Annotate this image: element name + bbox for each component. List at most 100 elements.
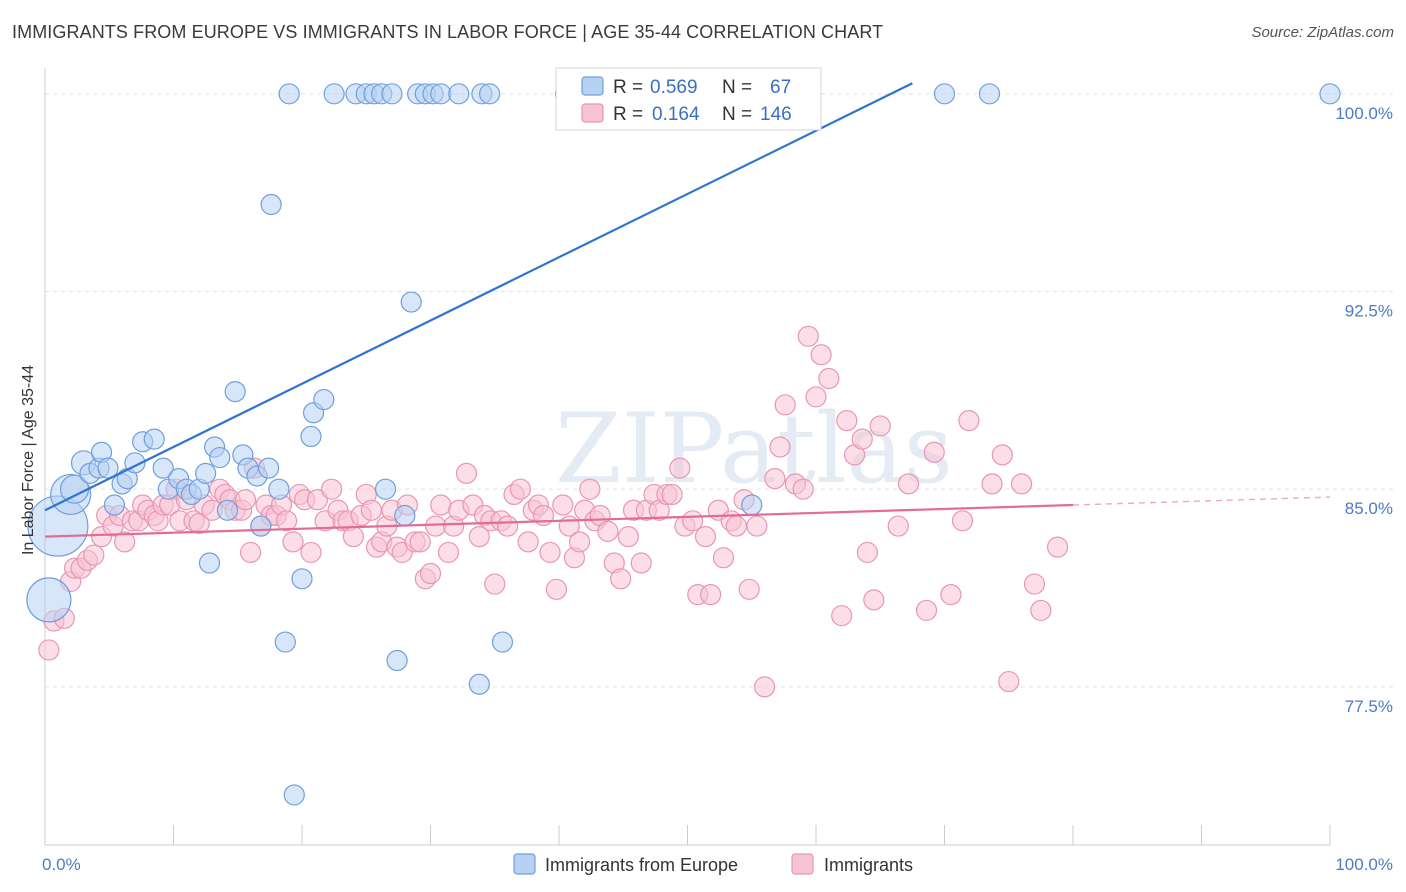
- immigrants-point-99: [617, 526, 639, 548]
- legend-r-label-europe: R =: [613, 77, 643, 98]
- europe-point-46: [278, 83, 300, 105]
- europe-point-25: [216, 499, 239, 521]
- europe-point-14: [143, 428, 165, 450]
- legend-swatch-immigrants: [581, 103, 604, 123]
- series-europe-points: [26, 83, 1341, 806]
- immigrants-point-87: [545, 578, 568, 600]
- immigrants-point-81: [509, 478, 532, 500]
- immigrants-point-123: [774, 394, 796, 416]
- immigrants-point-135: [863, 589, 885, 611]
- x-tick-label-max: 100.0%: [1335, 855, 1393, 874]
- immigrants-point-137: [887, 515, 909, 537]
- source-label: Source: ZipAtlas.com: [1251, 24, 1394, 41]
- europe-point-63: [933, 83, 956, 105]
- immigrants-point-116: [725, 515, 747, 537]
- immigrants-point-86: [539, 541, 561, 564]
- europe-point-33: [268, 478, 290, 500]
- bottom-legend-swatch-europe: [513, 853, 536, 875]
- legend-r-value-immigrants: 0.164: [652, 104, 700, 125]
- immigrants-point-143: [958, 410, 980, 432]
- y-tick-label-1: 85.0%: [1345, 499, 1393, 518]
- europe-point-1: [26, 577, 72, 623]
- immigrants-point-134: [856, 541, 879, 564]
- immigrants-point-114: [712, 547, 735, 569]
- immigrants-point-33: [234, 489, 257, 511]
- immigrants-point-48: [320, 478, 343, 500]
- immigrants-point-34: [240, 541, 262, 564]
- immigrants-point-147: [1010, 473, 1033, 495]
- europe-point-40: [374, 478, 397, 500]
- europe-point-35: [283, 784, 305, 806]
- immigrants-point-122: [769, 436, 791, 458]
- trend-line-europe: [44, 82, 913, 512]
- immigrants-point-96: [597, 520, 619, 542]
- europe-point-34: [274, 631, 296, 653]
- europe-point-57: [448, 83, 470, 105]
- immigrants-point-12: [114, 531, 136, 553]
- immigrants-point-67: [425, 515, 447, 537]
- europe-point-66: [741, 494, 763, 516]
- bottom-legend-swatch-immigrants: [791, 853, 814, 875]
- europe-point-42: [394, 504, 416, 527]
- europe-point-21: [195, 462, 217, 484]
- legend-swatch-europe: [581, 76, 604, 96]
- europe-point-52: [381, 83, 403, 105]
- trend-line-immigrants: [44, 503, 1074, 538]
- immigrants-point-55: [360, 499, 382, 521]
- immigrants-point-0: [38, 639, 60, 661]
- immigrants-point-133: [851, 428, 873, 450]
- y-tick-labels: 77.5% 85.0% 92.5% 100.0%: [1335, 104, 1393, 716]
- europe-point-59: [479, 83, 501, 105]
- legend-n-value-immigrants: 146: [760, 104, 792, 125]
- immigrants-point-74: [468, 526, 490, 548]
- immigrants-point-69: [437, 541, 460, 564]
- immigrants-point-66: [419, 562, 442, 585]
- immigrants-point-125: [792, 478, 814, 500]
- immigrants-point-127: [805, 386, 827, 408]
- immigrants-point-144: [981, 473, 1003, 495]
- immigrants-point-45: [300, 541, 322, 564]
- y-tick-label-2: 92.5%: [1345, 301, 1393, 320]
- europe-point-32: [260, 193, 282, 216]
- immigrants-point-7: [83, 544, 105, 566]
- europe-point-45: [491, 631, 514, 653]
- europe-point-39: [313, 388, 335, 411]
- y-tick-label-3: 100.0%: [1335, 104, 1393, 123]
- immigrants-point-126: [797, 325, 819, 347]
- immigrants-point-46: [306, 489, 329, 511]
- europe-point-15: [152, 457, 174, 479]
- legend-n-value-europe: 67: [770, 77, 791, 98]
- europe-point-31: [257, 457, 280, 479]
- trend-line-immigrants-extension: [1072, 496, 1331, 506]
- immigrants-point-101: [630, 552, 652, 574]
- immigrants-point-118: [738, 578, 760, 600]
- legend-n-label-europe: N =: [722, 77, 752, 98]
- europe-point-9: [103, 494, 125, 516]
- immigrants-point-129: [818, 367, 840, 390]
- immigrants-point-93: [579, 478, 601, 500]
- immigrants-point-52: [342, 526, 364, 548]
- x-tick-label-min: 0.0%: [42, 855, 81, 874]
- immigrants-point-149: [1030, 599, 1052, 622]
- immigrants-point-41: [275, 510, 298, 532]
- chart-title: IMMIGRANTS FROM EUROPE VS IMMIGRANTS IN …: [12, 22, 884, 42]
- immigrants-point-107: [669, 457, 691, 479]
- immigrants-point-150: [1046, 536, 1069, 558]
- immigrants-point-79: [497, 515, 519, 537]
- immigrants-point-121: [764, 468, 786, 490]
- europe-point-56: [430, 83, 452, 105]
- immigrants-point-146: [998, 670, 1020, 693]
- immigrants-point-139: [915, 599, 938, 622]
- europe-point-26: [224, 381, 246, 403]
- immigrants-point-88: [552, 494, 574, 516]
- europe-point-37: [300, 425, 322, 448]
- immigrants-point-91: [568, 531, 591, 553]
- immigrants-point-140: [923, 441, 945, 463]
- europe-point-65: [1319, 83, 1341, 105]
- immigrants-point-128: [810, 344, 832, 366]
- immigrants-point-112: [700, 584, 722, 606]
- europe-point-43: [400, 291, 422, 313]
- immigrants-point-72: [455, 462, 478, 484]
- europe-point-47: [323, 83, 345, 105]
- immigrants-point-68: [430, 494, 452, 516]
